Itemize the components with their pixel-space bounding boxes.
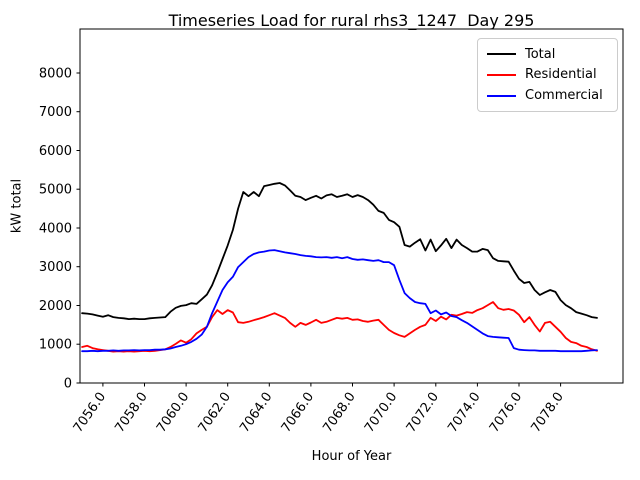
x-tick-label: 7078.0: [528, 390, 566, 436]
x-tick-label: 7076.0: [487, 390, 525, 436]
x-tick-label: 7072.0: [404, 390, 442, 436]
y-tick-label: 7000: [39, 105, 72, 120]
axes-frame: [79, 28, 624, 384]
y-tick-label: 1000: [39, 338, 72, 353]
legend-line-commercial: [487, 94, 516, 97]
legend-label-residential: Residential: [525, 67, 597, 83]
x-tick-label: 7068.0: [320, 390, 358, 436]
legend-label-commercial: Commercial: [525, 88, 603, 104]
x-tick-label: 7062.0: [196, 390, 234, 436]
y-tick-label: 0: [64, 377, 72, 392]
legend-item-residential: Residential: [487, 67, 608, 82]
legend-line-total: [487, 53, 516, 56]
x-tick-label: 7056.0: [71, 390, 109, 436]
legend: Total Residential Commercial: [477, 38, 618, 112]
legend-label-total: Total: [525, 46, 556, 62]
chart-title: Timeseries Load for rural rhs3_1247 Day …: [168, 11, 535, 30]
y-tick-label: 6000: [39, 144, 72, 159]
x-tick-label: 7074.0: [445, 390, 483, 436]
x-tick-label: 7070.0: [362, 390, 400, 436]
y-tick-label: 8000: [39, 67, 72, 82]
series-line-commercial: [81, 249, 598, 353]
y-tick-label: 3000: [39, 260, 72, 275]
series-line-total: [81, 182, 598, 321]
legend-item-total: Total: [487, 47, 608, 62]
legend-line-residential: [487, 73, 516, 76]
y-tick-label: 5000: [39, 183, 72, 198]
y-tick-label: 4000: [39, 222, 72, 237]
legend-item-commercial: Commercial: [487, 88, 608, 103]
y-tick-label: 2000: [39, 299, 72, 314]
x-axis-label: Hour of Year: [311, 449, 392, 464]
x-tick-label: 7060.0: [154, 390, 192, 436]
x-tick-label: 7066.0: [279, 390, 317, 436]
x-tick-label: 7064.0: [237, 390, 275, 436]
y-axis-label: kW total: [9, 178, 25, 234]
series-line-residential: [81, 301, 598, 353]
x-tick-label: 7058.0: [112, 390, 150, 436]
